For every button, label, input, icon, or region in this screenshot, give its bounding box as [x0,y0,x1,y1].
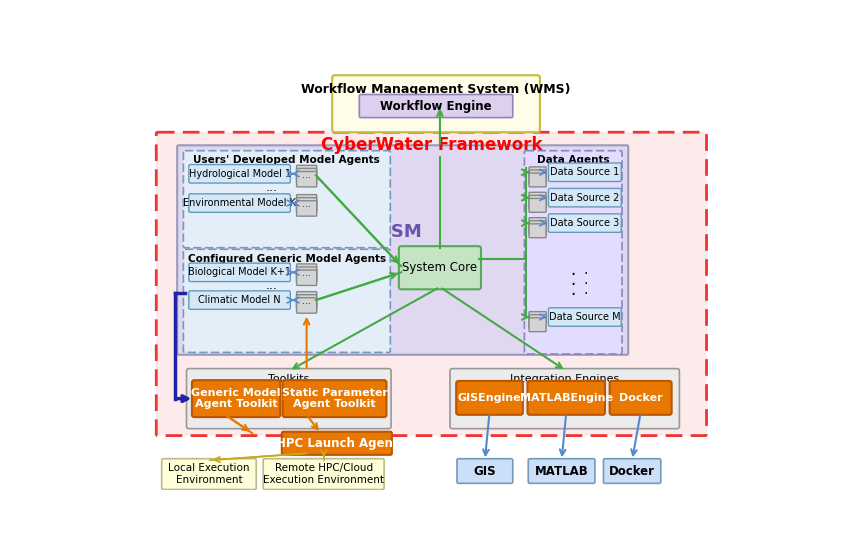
FancyBboxPatch shape [282,432,392,455]
FancyBboxPatch shape [283,380,387,417]
FancyBboxPatch shape [297,172,317,187]
Text: HPC Launch Agent: HPC Launch Agent [276,437,398,450]
FancyBboxPatch shape [529,199,546,212]
FancyBboxPatch shape [610,381,672,415]
Text: ...: ... [266,181,278,194]
FancyBboxPatch shape [548,214,621,232]
Text: .: . [570,281,576,299]
FancyBboxPatch shape [189,291,290,309]
Text: Environmental Model K: Environmental Model K [183,198,296,208]
FancyBboxPatch shape [529,312,546,326]
FancyBboxPatch shape [263,459,384,490]
Text: GIS: GIS [473,465,496,477]
Text: Biological Model K+1: Biological Model K+1 [188,267,291,277]
FancyBboxPatch shape [528,459,595,483]
Text: Users' Developed Model Agents: Users' Developed Model Agents [193,155,380,165]
Text: Integration Engines: Integration Engines [510,373,619,383]
Text: Climatic Model N: Climatic Model N [198,295,281,305]
Text: ...: ... [302,270,311,278]
Text: Docker: Docker [609,465,655,477]
FancyBboxPatch shape [189,164,290,183]
FancyBboxPatch shape [359,95,513,118]
Text: MATLAB: MATLAB [535,465,589,477]
FancyBboxPatch shape [456,381,523,415]
FancyBboxPatch shape [183,151,390,248]
Text: Data Agents: Data Agents [537,155,610,165]
FancyBboxPatch shape [297,201,317,216]
FancyBboxPatch shape [192,380,280,417]
FancyBboxPatch shape [548,163,621,182]
Text: Data Source 1: Data Source 1 [550,167,620,177]
FancyBboxPatch shape [297,292,317,307]
FancyBboxPatch shape [527,381,605,415]
FancyBboxPatch shape [529,195,546,209]
FancyBboxPatch shape [297,197,317,213]
FancyBboxPatch shape [525,151,622,354]
FancyBboxPatch shape [399,246,481,289]
Text: .: . [584,283,588,297]
Text: Data Source 2: Data Source 2 [550,192,620,202]
Text: Docker: Docker [619,393,663,403]
Text: Remote HPC/Cloud
Execution Environment: Remote HPC/Cloud Execution Environment [263,463,384,485]
Text: MATLABEngine: MATLABEngine [520,393,613,403]
FancyBboxPatch shape [297,168,317,184]
FancyBboxPatch shape [177,145,628,355]
FancyBboxPatch shape [604,459,661,483]
FancyBboxPatch shape [529,221,546,235]
FancyBboxPatch shape [297,195,317,210]
Text: Workflow Management System (WMS): Workflow Management System (WMS) [301,82,571,96]
FancyBboxPatch shape [297,264,317,279]
Text: Generic Model
Agent Toolkit: Generic Model Agent Toolkit [192,388,281,409]
FancyBboxPatch shape [297,166,317,181]
Text: ...: ... [302,297,311,306]
FancyBboxPatch shape [156,132,706,436]
Text: Configured Generic Model Agents: Configured Generic Model Agents [188,254,386,263]
FancyBboxPatch shape [529,224,546,238]
Text: MSM: MSM [373,223,422,240]
Text: Toolkits: Toolkits [268,373,309,383]
FancyBboxPatch shape [161,459,257,490]
Text: .: . [584,263,588,277]
Text: ...: ... [302,200,311,209]
FancyBboxPatch shape [297,295,317,310]
Text: Data Source 3: Data Source 3 [550,218,620,228]
FancyBboxPatch shape [529,315,546,328]
FancyBboxPatch shape [529,173,546,187]
FancyBboxPatch shape [183,249,390,353]
Text: Static Parameter
Agent Toolkit: Static Parameter Agent Toolkit [282,388,388,409]
FancyBboxPatch shape [189,194,290,212]
FancyBboxPatch shape [548,189,621,207]
Text: Data Source M: Data Source M [549,312,621,322]
FancyBboxPatch shape [529,192,546,206]
FancyBboxPatch shape [529,218,546,232]
FancyBboxPatch shape [297,270,317,285]
FancyBboxPatch shape [297,298,317,313]
Text: CyberWater Framework: CyberWater Framework [320,135,542,153]
Text: .: . [584,273,588,287]
FancyBboxPatch shape [529,167,546,181]
FancyBboxPatch shape [187,368,391,428]
FancyBboxPatch shape [297,267,317,282]
Text: Hydrological Model 1: Hydrological Model 1 [188,169,291,179]
FancyBboxPatch shape [457,459,513,483]
Text: Workflow Engine: Workflow Engine [380,100,492,113]
Text: .: . [570,271,576,289]
FancyBboxPatch shape [548,308,621,326]
Text: Local Execution
Environment: Local Execution Environment [168,463,250,485]
FancyBboxPatch shape [529,170,546,184]
Text: ...: ... [302,171,311,180]
Text: System Core: System Core [402,261,478,274]
Text: ...: ... [266,279,278,292]
FancyBboxPatch shape [332,75,540,132]
FancyBboxPatch shape [189,263,290,282]
FancyBboxPatch shape [450,368,680,428]
FancyBboxPatch shape [529,318,546,332]
Text: GISEngine: GISEngine [458,393,521,403]
Text: .: . [570,261,576,279]
